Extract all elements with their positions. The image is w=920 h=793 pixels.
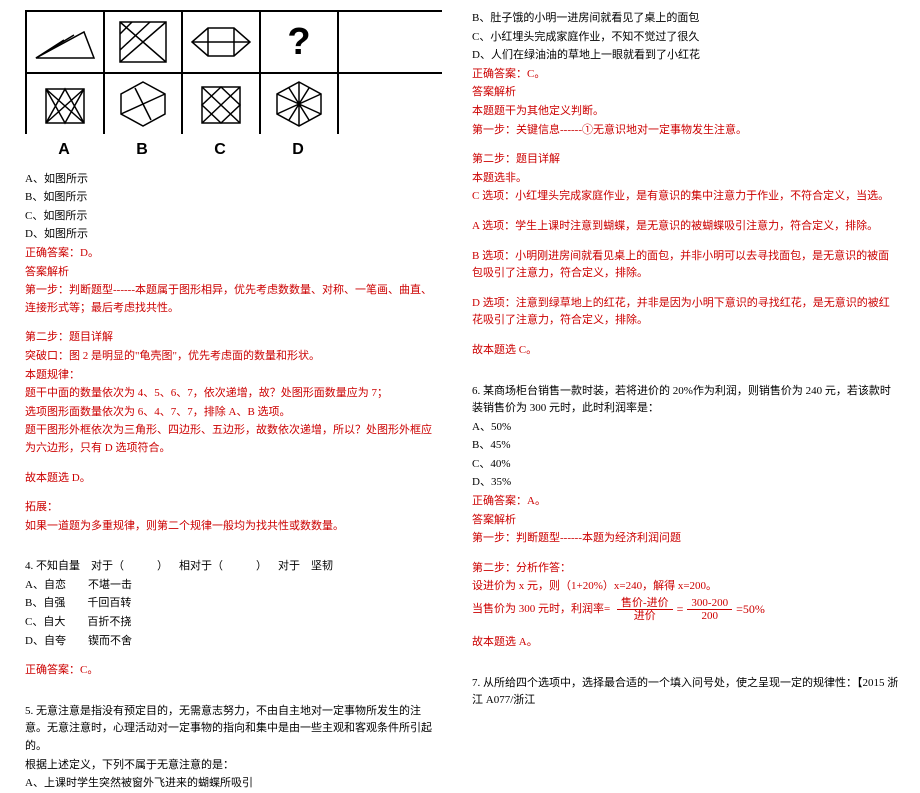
q3-break: 突破口：图 2 是明显的"龟壳图"，优先考虑面的数量和形状。 — [25, 348, 442, 366]
question-mark: ? — [287, 12, 310, 73]
figure-label-c: C — [181, 137, 259, 163]
q6-stem: 6. 某商场柜台销售一款时装，若将进价的 20%作为利润，则销售价为 240 元… — [472, 383, 900, 418]
q6-opt-b: B、45% — [472, 437, 900, 455]
q3-rule2: 选项图形面数量依次为 6、4、7、7，排除 A、B 选项。 — [25, 404, 442, 422]
q5-stem2: 根据上述定义，下列不属于无意注意的是： — [25, 757, 442, 775]
q5-answer: 正确答案：C。 — [472, 66, 900, 84]
q4-answer: 正确答案：C。 — [25, 662, 442, 680]
q6-conc: 故本题选 A。 — [472, 634, 900, 652]
q3-conc: 故本题选 D。 — [25, 470, 442, 488]
q3-rule1: 题干中面的数量依次为 4、5、6、7，依次递增，故？处图形面数量应为 7； — [25, 385, 442, 403]
q5-stem1: 5. 无意注意是指没有预定目的，无需意志努力，不由自主地对一定事物所发生的注意。… — [25, 703, 442, 756]
q6-answer: 正确答案：A。 — [472, 493, 900, 511]
stem-cell-q: ? — [261, 12, 339, 72]
q3-opt-c: C、如图所示 — [25, 208, 442, 226]
q5-d-ex: D 选项：注意到绿草地上的红花，并非是因为小明下意识的寻找红花，是无意识的被红花… — [472, 295, 900, 330]
q5-s1: 第一步：关键信息------①无意识地对一定事物发生注意。 — [472, 122, 900, 140]
q5-opt-b: B、肚子饿的小明一进房间就看见了桌上的面包 — [472, 10, 900, 28]
q3-rule3: 题干图形外框依次为三角形、四边形、五边形，故数依次递增，所以？处图形外框应为六边… — [25, 422, 442, 457]
opt-cell-b — [105, 74, 183, 134]
q5-t1: 本题题干为其他定义判断。 — [472, 103, 900, 121]
q4-stem: 4. 不知自量 对于（ ） 相对于（ ） 对于 坚韧 — [25, 558, 442, 576]
q6-opt-d: D、35% — [472, 474, 900, 492]
figure-label-d: D — [259, 137, 337, 163]
opt-cell-a — [27, 74, 105, 134]
q3-answer: 正确答案：D。 — [25, 245, 442, 263]
q6-opt-c: C、40% — [472, 456, 900, 474]
q5-jiexi: 答案解析 — [472, 84, 900, 102]
q6-c2-pre: 当售价为 300 元时，利润率= — [472, 603, 610, 615]
q3-ext-t: 拓展： — [25, 499, 442, 517]
stem-cell-1 — [27, 12, 105, 72]
frac-2: 300-200 200 — [687, 597, 732, 622]
q5-c-ex: C 选项：小红埋头完成家庭作业，是有意识的集中注意力于作业，不符合定义，当选。 — [472, 188, 900, 206]
q5-s2: 第二步：题目详解 — [472, 151, 900, 169]
frac-1: 售价-进价 进价 — [617, 597, 673, 622]
q5-conc: 故本题选 C。 — [472, 342, 900, 360]
q6-s2: 第二步：分析作答： — [472, 560, 900, 578]
opt-cell-c — [183, 74, 261, 134]
q3-jiexi: 答案解析 — [25, 264, 442, 282]
q3-rule-t: 本题规律： — [25, 367, 442, 385]
q6-formula-line: 当售价为 300 元时，利润率= 售价-进价 进价 = 300-200 200 … — [472, 597, 900, 622]
stem-cell-2 — [105, 12, 183, 72]
q3-step1: 第一步：判断题型------本题属于图形相异，优先考虑数数量、对称、一笔画、曲直… — [25, 282, 442, 317]
figure-label-a: A — [25, 137, 103, 163]
q4-opt-c: C、自大 百折不挠 — [25, 614, 442, 632]
q5-opt-c: C、小红埋头完成家庭作业，不知不觉过了很久 — [472, 29, 900, 47]
figure-label-b: B — [103, 137, 181, 163]
q5-opt-a: A、上课时学生突然被窗外飞进来的蝴蝶所吸引 — [25, 775, 442, 793]
q5-opt-d: D、人们在绿油油的草地上一眼就看到了小红花 — [472, 47, 900, 65]
q6-jiexi: 答案解析 — [472, 512, 900, 530]
q6-opt-a: A、50% — [472, 419, 900, 437]
q3-opt-a: A、如图所示 — [25, 171, 442, 189]
q7-stem: 7. 从所给四个选项中，选择最合适的一个填入问号处，使之呈现一定的规律性：【20… — [472, 675, 900, 710]
q5-a-ex: A 选项：学生上课时注意到蝴蝶，是无意识的被蝴蝶吸引注意力，符合定义，排除。 — [472, 218, 900, 236]
q3-opt-d: D、如图所示 — [25, 226, 442, 244]
q4-opt-d: D、自夸 锲而不舍 — [25, 633, 442, 651]
opt-cell-d — [261, 74, 339, 134]
q6-c1: 设进价为 x 元，则（1+20%）x=240，解得 x=200。 — [472, 578, 900, 596]
q4-opt-b: B、自强 千回百转 — [25, 595, 442, 613]
q5-b-ex: B 选项：小明刚进房间就看见桌上的面包，并非小明可以去寻找面包，是无意识的被面包… — [472, 248, 900, 283]
q3-step2: 第二步：题目详解 — [25, 329, 442, 347]
stem-cell-3 — [183, 12, 261, 72]
q4-opt-a: A、自恋 不堪一击 — [25, 577, 442, 595]
q3-opt-b: B、如图所示 — [25, 189, 442, 207]
q5-bt: 本题选非。 — [472, 170, 900, 188]
q6-formula: 售价-进价 进价 = 300-200 200 =50% — [613, 597, 765, 622]
q3-ext: 如果一道题为多重规律，则第二个规律一般均为找共性或数数量。 — [25, 518, 442, 536]
q6-s1: 第一步：判断题型------本题为经济利润问题 — [472, 530, 900, 548]
